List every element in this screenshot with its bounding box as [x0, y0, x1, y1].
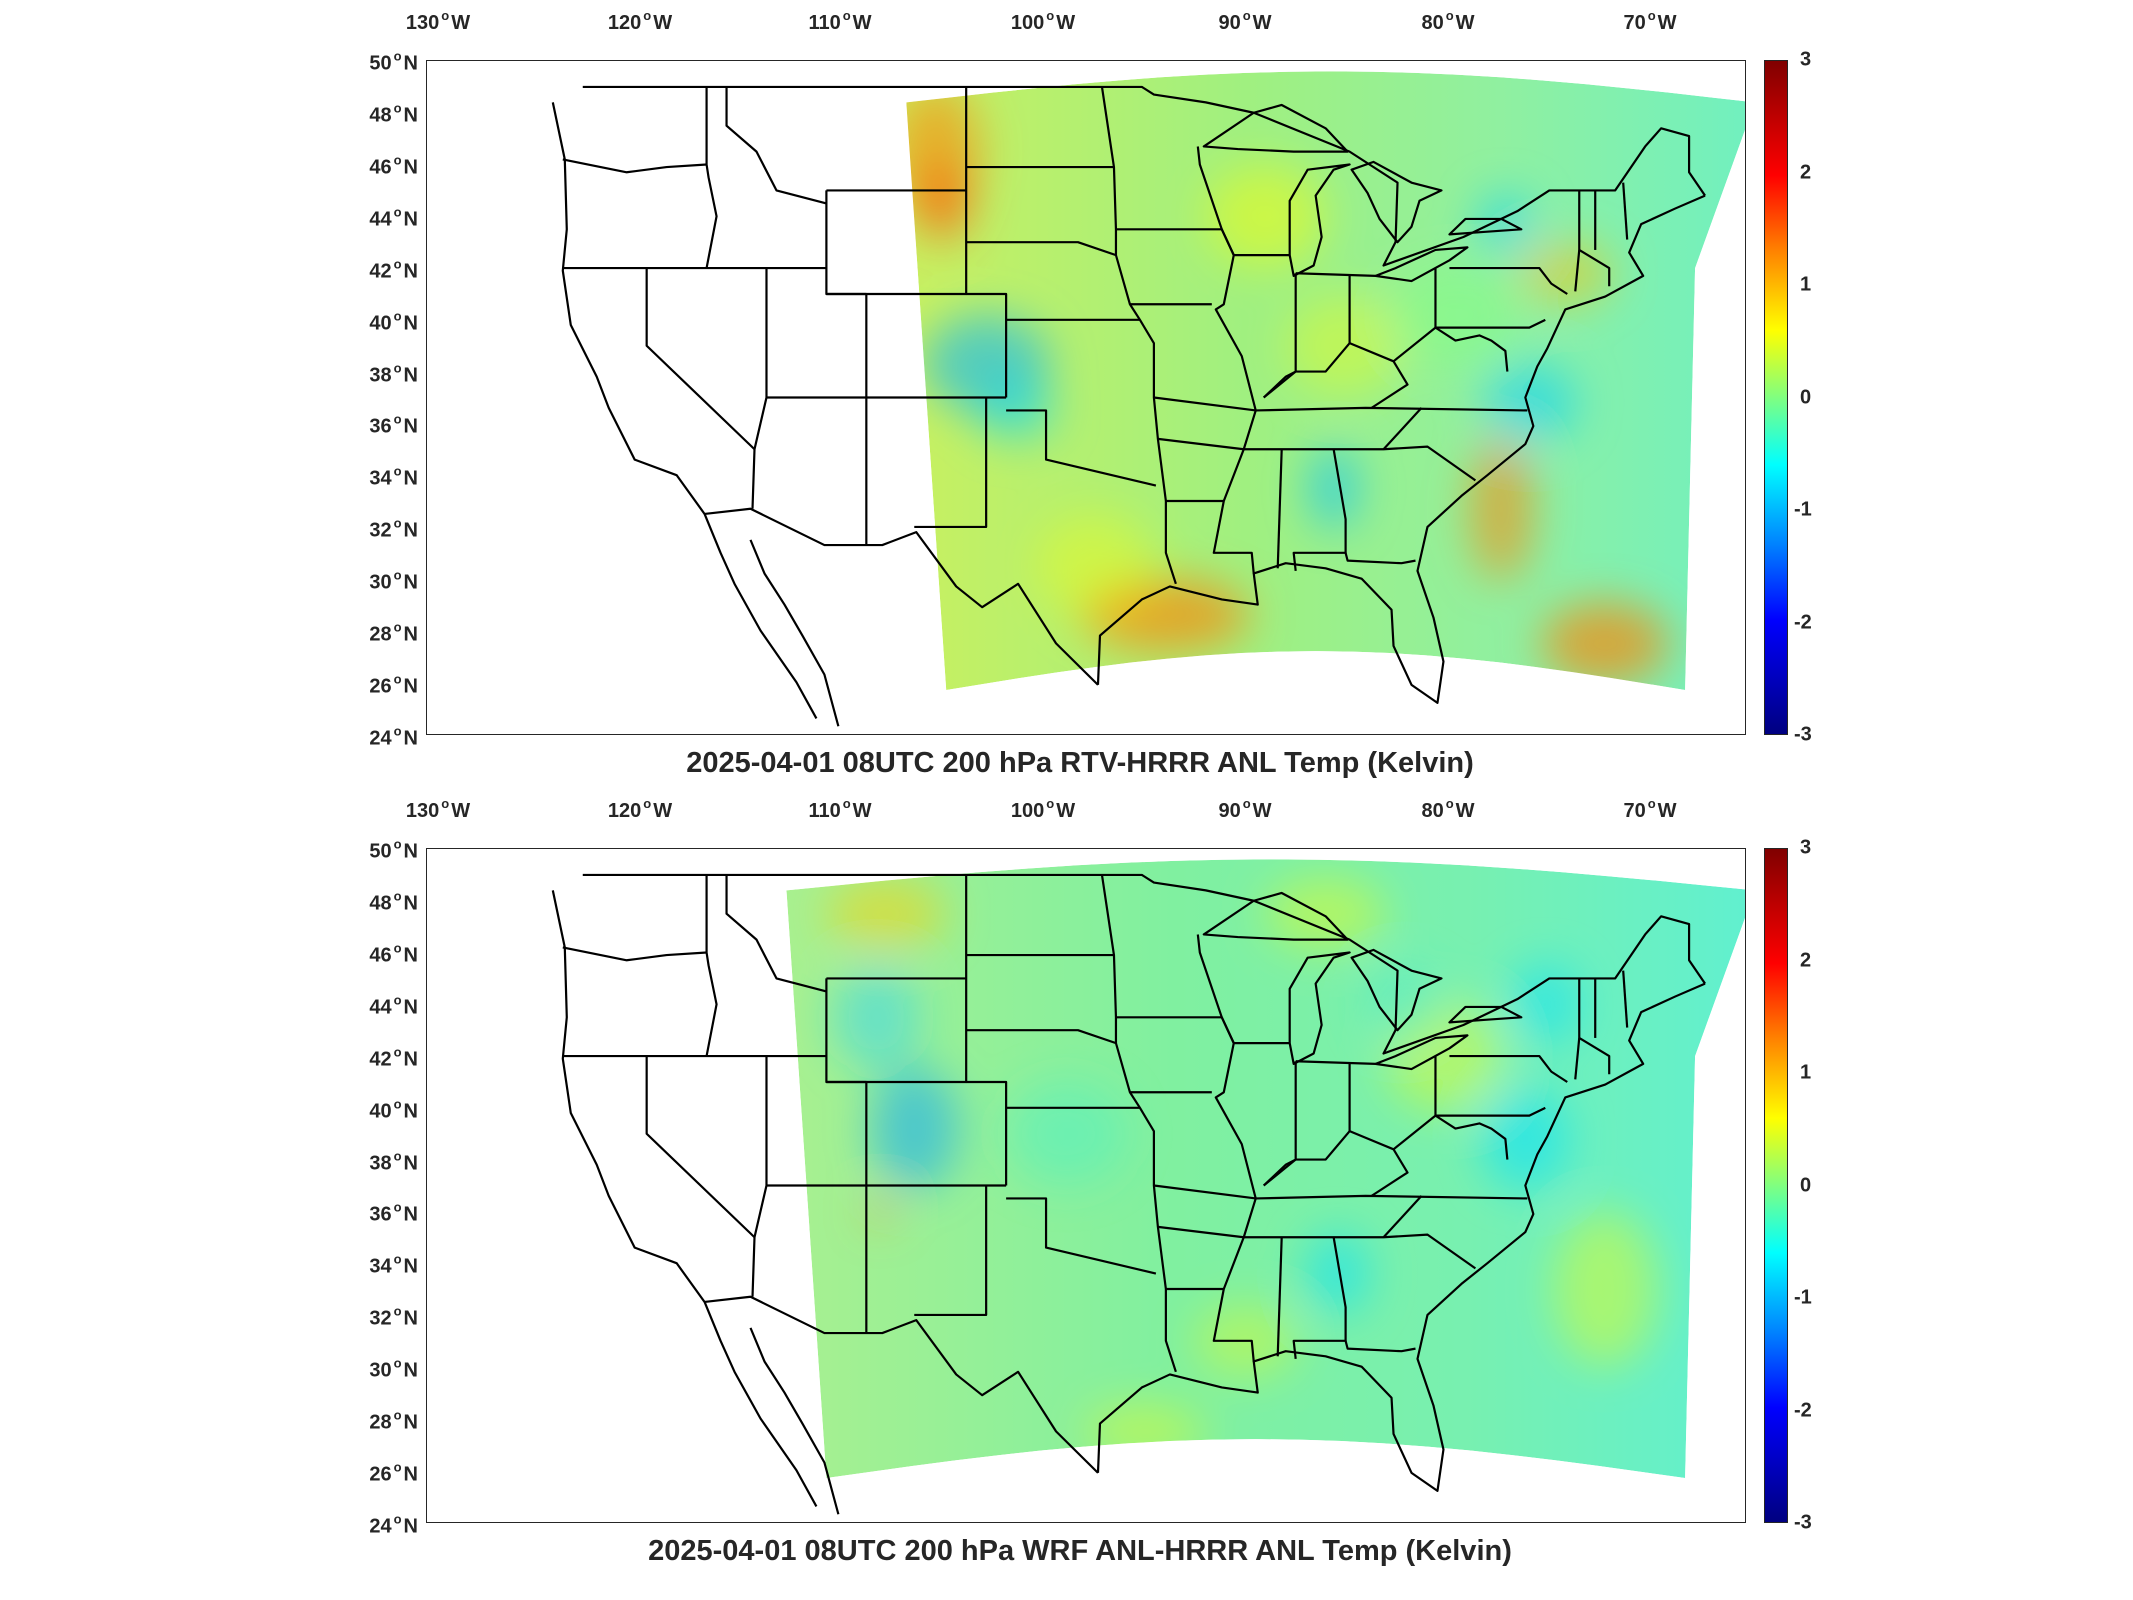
latitude-label: 38 o N — [369, 360, 418, 387]
longitude-label: 90 o W — [1218, 8, 1272, 34]
latitude-label: 48 o N — [369, 888, 418, 915]
map-outlines — [551, 85, 1706, 727]
colorbar-tick-label: 1 — [1800, 273, 1812, 296]
longitude-label: 80 o W — [1421, 796, 1475, 822]
colorbar-tick-label: 1 — [1800, 1061, 1812, 1084]
latitude-label: 50 o N — [369, 836, 418, 863]
longitude-label: 120 o W — [607, 796, 673, 822]
longitude-label: 120 o W — [607, 8, 673, 34]
colorbar-tick-label: 3 — [1800, 48, 1812, 71]
longitude-label: 110 o W — [808, 8, 872, 34]
colorbar-tick-label: -1 — [1794, 1286, 1812, 1309]
latitude-label: 40 o N — [369, 308, 418, 335]
latitude-label: 40 o N — [369, 1096, 418, 1123]
longitude-label: 100 o W — [1010, 8, 1076, 34]
latitude-label: 28 o N — [369, 619, 418, 646]
latitude-label: 30 o N — [369, 567, 418, 594]
latitude-label: 42 o N — [369, 256, 418, 283]
panel-title: 2025-04-01 08UTC 200 hPa WRF ANL-HRRR AN… — [648, 1535, 1512, 1567]
colorbar-tick-label: -1 — [1794, 498, 1812, 521]
latitude-label: 44 o N — [369, 204, 418, 231]
longitude-label: 90 o W — [1218, 796, 1272, 822]
map-frame — [426, 60, 1746, 735]
latitude-label: 24 o N — [369, 723, 418, 750]
colorbar-tick-label: 0 — [1800, 1174, 1812, 1196]
colorbar-tick-label: -2 — [1794, 611, 1812, 633]
panel-title: 2025-04-01 08UTC 200 hPa RTV-HRRR ANL Te… — [686, 747, 1474, 779]
colorbar-tick-label: 0 — [1800, 386, 1812, 408]
latitude-label: 44 o N — [369, 992, 418, 1019]
longitude-label: 100 o W — [1010, 796, 1076, 822]
temperature-map — [551, 71, 1745, 727]
latitude-label: 32 o N — [369, 515, 418, 542]
colorbar — [1764, 848, 1788, 1523]
longitude-label: 70 o W — [1623, 8, 1677, 34]
longitude-label: 110 o W — [808, 796, 872, 822]
colorbar-tick-label: 2 — [1800, 161, 1812, 183]
colorbar-tick-label: 2 — [1800, 949, 1812, 971]
latitude-label: 38 o N — [369, 1148, 418, 1175]
colorbar-tick-label: -3 — [1794, 1511, 1812, 1534]
temperature-field — [906, 71, 1745, 691]
longitude-label: 80 o W — [1421, 8, 1475, 34]
colorbar-tick-label: -2 — [1794, 1399, 1812, 1421]
latitude-label: 34 o N — [369, 1251, 418, 1278]
latitude-label: 26 o N — [369, 671, 418, 698]
map-frame — [426, 848, 1746, 1523]
latitude-label: 36 o N — [369, 1199, 418, 1226]
latitude-label: 34 o N — [369, 463, 418, 490]
latitude-label: 46 o N — [369, 940, 418, 967]
latitude-label: 48 o N — [369, 100, 418, 127]
latitude-label: 50 o N — [369, 48, 418, 75]
latitude-label: 28 o N — [369, 1407, 418, 1434]
colorbar-tick-label: 3 — [1800, 836, 1812, 859]
temperature-map — [551, 859, 1745, 1515]
latitude-label: 32 o N — [369, 1303, 418, 1330]
longitude-label: 70 o W — [1623, 796, 1677, 822]
latitude-label: 24 o N — [369, 1511, 418, 1538]
latitude-label: 30 o N — [369, 1355, 418, 1382]
colorbar-tick-label: -3 — [1794, 723, 1812, 746]
latitude-label: 42 o N — [369, 1044, 418, 1071]
longitude-label: 130 o W — [405, 796, 471, 822]
latitude-label: 36 o N — [369, 411, 418, 438]
latitude-label: 46 o N — [369, 152, 418, 179]
latitude-label: 26 o N — [369, 1459, 418, 1486]
temperature-field — [786, 859, 1745, 1479]
longitude-label: 130 o W — [405, 8, 471, 34]
map-outlines — [551, 873, 1706, 1515]
colorbar — [1764, 60, 1788, 735]
